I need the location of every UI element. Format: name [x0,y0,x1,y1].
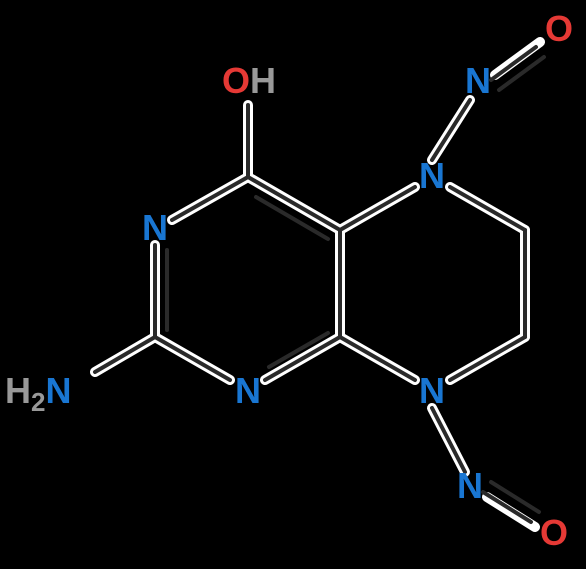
label-n-nitroso-bot: N [457,465,483,507]
label-n-bot: N [419,370,445,412]
label-n-top: N [419,155,445,197]
label-oh: OH [222,60,276,102]
label-n-nitroso-top: N [465,60,491,102]
molecule-diagram [0,0,586,569]
label-h2n: H2N [5,370,71,418]
label-n3: N [235,370,261,412]
label-o-nitroso-bot: O [540,512,568,554]
label-n1: N [142,207,168,249]
label-o-nitroso-top: O [545,8,573,50]
